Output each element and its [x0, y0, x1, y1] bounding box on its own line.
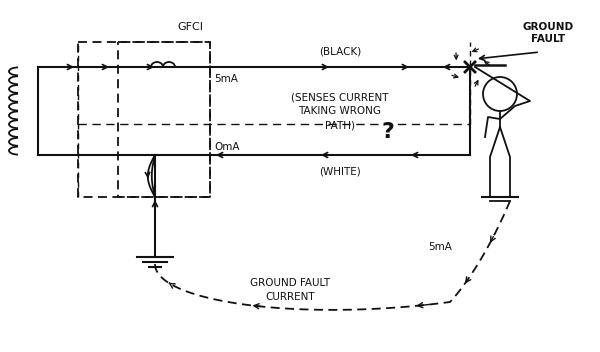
- Text: GFCI: GFCI: [177, 22, 203, 32]
- Text: (BLACK): (BLACK): [319, 47, 361, 57]
- Text: (WHITE): (WHITE): [319, 167, 361, 177]
- Text: GROUND FAULT
CURRENT: GROUND FAULT CURRENT: [250, 278, 330, 302]
- Text: OmA: OmA: [214, 142, 239, 152]
- Text: GROUND
FAULT: GROUND FAULT: [523, 21, 574, 44]
- Text: 5mA: 5mA: [214, 74, 238, 84]
- Text: 5mA: 5mA: [428, 242, 452, 252]
- Text: ?: ?: [382, 122, 394, 142]
- Text: (SENSES CURRENT
TAKING WRONG
PATH): (SENSES CURRENT TAKING WRONG PATH): [291, 92, 389, 130]
